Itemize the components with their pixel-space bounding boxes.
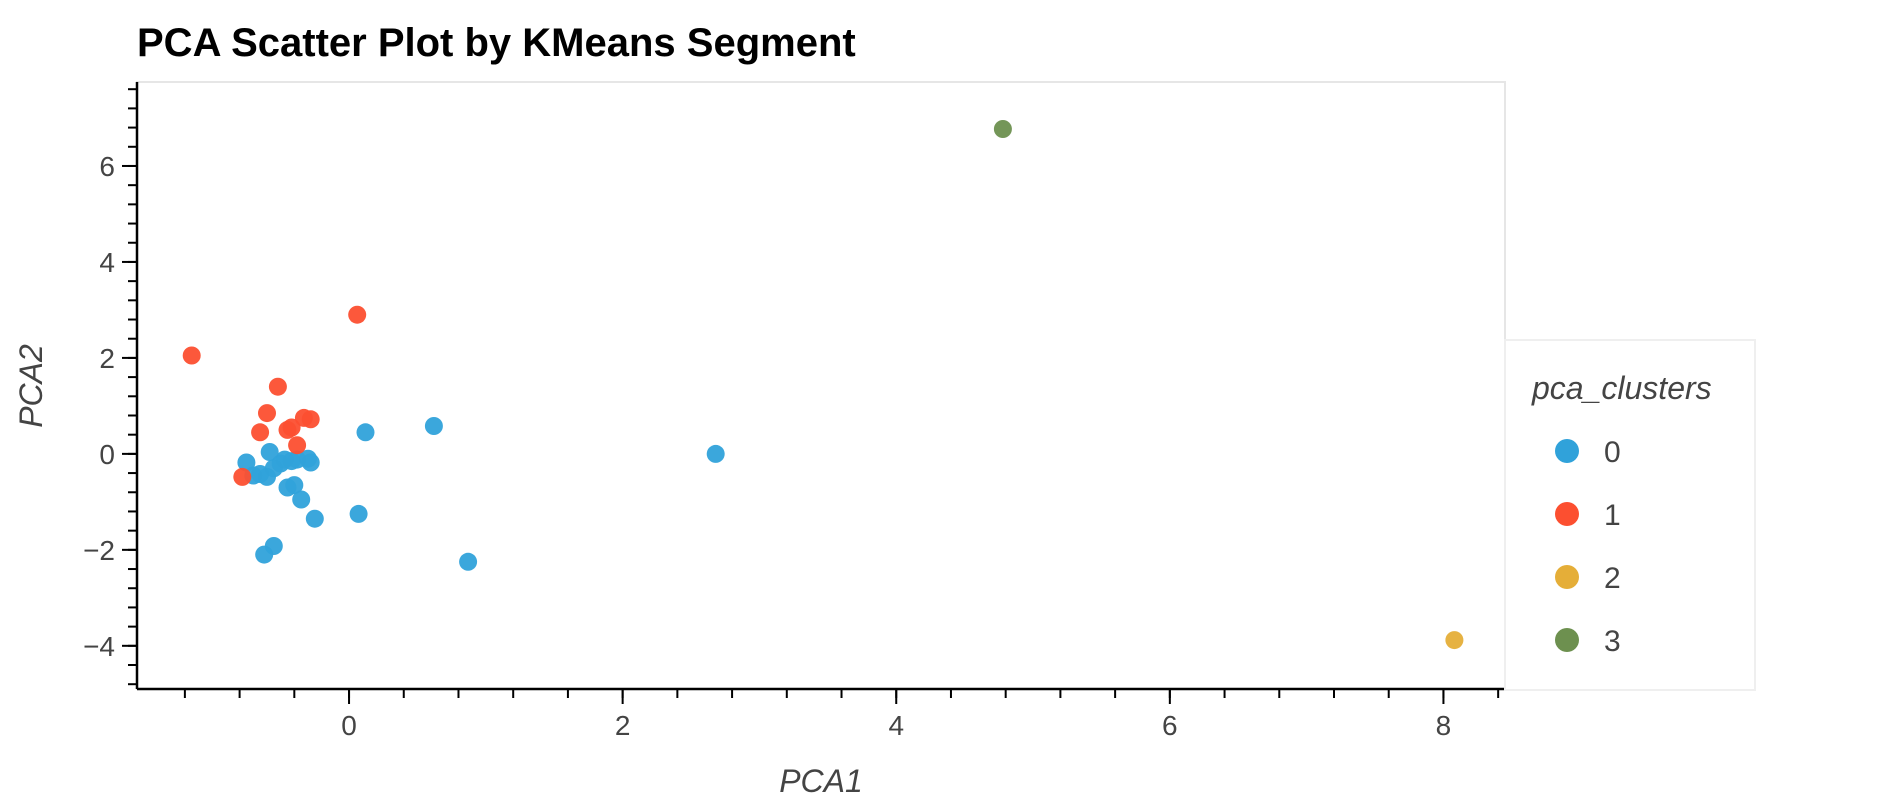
x-tick-label: 8 xyxy=(1436,710,1452,741)
point-cluster-1-4 xyxy=(251,423,270,442)
legend-item-2: 2 xyxy=(1555,562,1621,595)
legend-box xyxy=(1504,339,1756,691)
point-cluster-0-19 xyxy=(459,552,478,571)
y-tick-label: −4 xyxy=(83,631,115,662)
point-cluster-0-16 xyxy=(349,504,368,523)
legend-label: 3 xyxy=(1604,625,1621,658)
legend-item-3: 3 xyxy=(1555,625,1621,658)
point-cluster-0-14 xyxy=(301,453,320,472)
y-tick-label: 6 xyxy=(99,151,115,182)
point-cluster-1-8 xyxy=(301,410,320,429)
chart-title: PCA Scatter Plot by KMeans Segment xyxy=(137,21,856,65)
legend-title: pca_clusters xyxy=(1531,370,1712,406)
point-cluster-1-3 xyxy=(258,404,276,423)
point-cluster-0-21 xyxy=(255,545,274,564)
point-cluster-0-12 xyxy=(292,490,311,509)
legend-marker xyxy=(1555,565,1579,589)
legend-label: 0 xyxy=(1604,436,1621,469)
point-cluster-1-0 xyxy=(182,346,201,365)
point-cluster-3-0 xyxy=(993,120,1012,138)
point-cluster-1-9 xyxy=(288,436,307,455)
y-tick-label: 0 xyxy=(99,439,115,470)
point-cluster-1-2 xyxy=(268,377,287,396)
point-cluster-1-10 xyxy=(233,467,252,486)
point-cluster-1-6 xyxy=(282,418,301,437)
legend-marker xyxy=(1555,628,1579,652)
legend-marker xyxy=(1555,502,1579,526)
point-cluster-2-0 xyxy=(1445,631,1464,650)
x-axis-label: PCA1 xyxy=(779,763,863,799)
points-layer xyxy=(182,120,1464,650)
y-tick-label: −2 xyxy=(83,535,115,566)
y-axis-label: PCA2 xyxy=(13,344,49,428)
legend-item-1: 1 xyxy=(1555,499,1621,532)
y-tick-label: 2 xyxy=(99,343,115,374)
axes-layer: 0 2 4 6 8 −4 −2 0 2 4 6 xyxy=(83,82,1505,741)
point-cluster-0-17 xyxy=(356,423,375,442)
x-tick-label: 2 xyxy=(615,710,631,741)
legend-label: 2 xyxy=(1604,562,1621,595)
point-cluster-0-10 xyxy=(285,476,304,495)
legend-label: 1 xyxy=(1604,499,1621,532)
point-cluster-0-18 xyxy=(424,417,443,435)
legend-item-0: 0 xyxy=(1555,436,1621,469)
legend: pca_clusters 0 1 2 3 xyxy=(1504,339,1756,691)
x-tick-label: 0 xyxy=(341,710,357,741)
legend-marker xyxy=(1555,439,1579,463)
point-cluster-1-1 xyxy=(348,305,367,324)
x-tick-label: 6 xyxy=(1162,710,1178,741)
point-cluster-0-4 xyxy=(260,443,279,461)
point-cluster-0-22 xyxy=(706,444,725,463)
x-tick-label: 4 xyxy=(888,710,904,741)
legend-items: 0 1 2 3 xyxy=(1555,436,1621,658)
y-tick-label: 4 xyxy=(99,247,115,278)
plot-frame xyxy=(136,81,1506,690)
point-cluster-0-15 xyxy=(305,509,324,528)
